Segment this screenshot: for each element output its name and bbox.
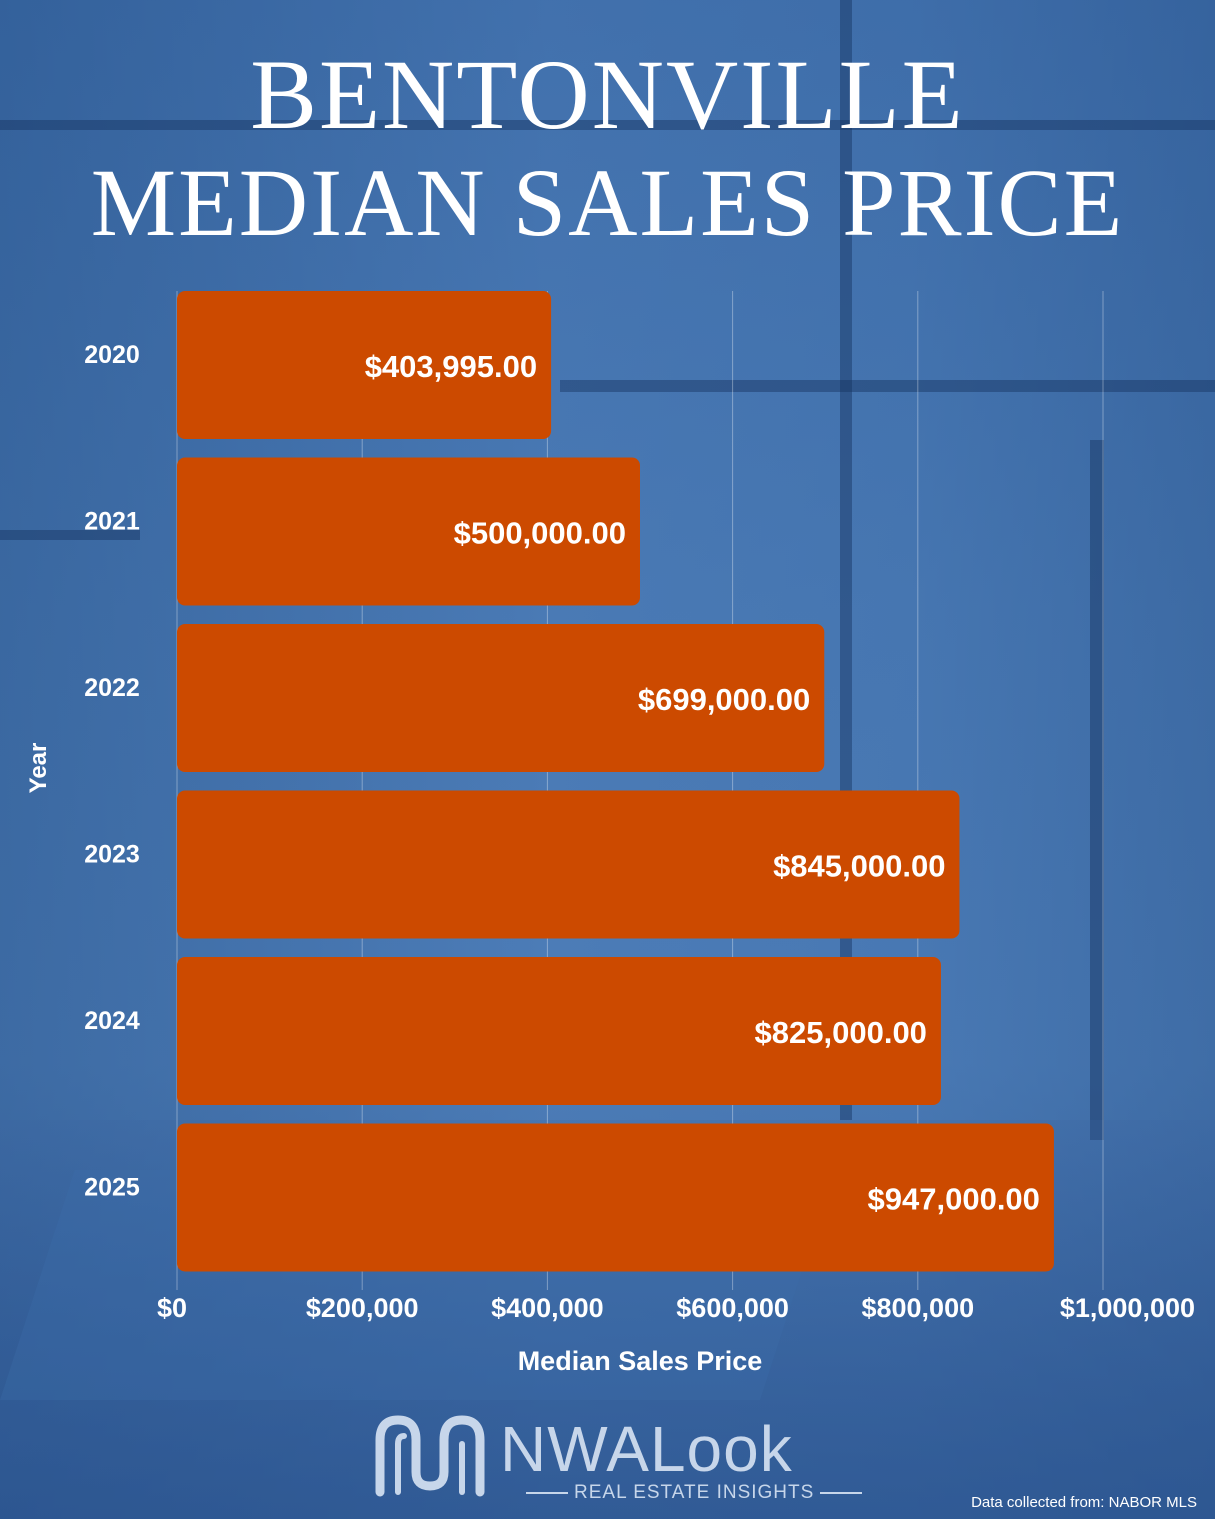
bar <box>177 624 825 772</box>
x-tick-label: $0 <box>157 1293 187 1323</box>
tagline-rule <box>526 1491 568 1494</box>
x-tick-label: $800,000 <box>861 1293 974 1323</box>
logo-mark-icon <box>375 1415 485 1497</box>
nwalook-logo: NWALook REAL ESTATE INSIGHTS <box>370 1410 870 1510</box>
bar-value-label: $403,995.00 <box>365 349 537 384</box>
bar <box>177 1123 1054 1272</box>
data-source-note: Data collected from: NABOR MLS <box>971 1494 1197 1511</box>
title-line-1: BENTONVILLE <box>250 39 965 150</box>
window-frame <box>1090 440 1104 1140</box>
logo-wordmark: NWALook <box>500 1413 793 1485</box>
y-tick-label: 2025 <box>84 1174 140 1202</box>
x-tick-label: $600,000 <box>676 1293 789 1323</box>
logo-tagline: REAL ESTATE INSIGHTS <box>574 1482 815 1503</box>
x-tick-label: $200,000 <box>306 1293 419 1323</box>
y-tick-label: 2023 <box>84 841 140 869</box>
bar-value-label: $699,000.00 <box>638 682 810 717</box>
bar <box>177 957 941 1105</box>
y-tick-label: 2024 <box>84 1007 140 1035</box>
window-frame <box>560 380 1215 392</box>
x-tick-label: $400,000 <box>491 1293 604 1323</box>
bar-value-label: $947,000.00 <box>868 1182 1040 1217</box>
bar-value-label: $825,000.00 <box>755 1015 927 1050</box>
logo-tagline-row: REAL ESTATE INSIGHTS <box>520 1482 868 1504</box>
y-tick-label: 2022 <box>84 674 140 702</box>
tagline-rule <box>820 1491 863 1494</box>
x-axis-title: Median Sales Price <box>518 1346 763 1376</box>
bar-value-label: $845,000.00 <box>773 849 945 884</box>
bar <box>177 457 640 606</box>
window-frame <box>0 120 1215 130</box>
window-frame <box>0 530 140 540</box>
bar-value-label: $500,000.00 <box>454 516 626 551</box>
y-axis-title: Year <box>25 743 52 794</box>
bar <box>177 790 960 939</box>
bar <box>177 291 552 439</box>
y-tick-label: 2020 <box>84 341 140 369</box>
x-tick-label: $1,000,000 <box>1060 1293 1195 1323</box>
title-line-2: MEDIAN SALES PRICE <box>90 149 1125 256</box>
y-tick-label: 2021 <box>84 508 140 536</box>
